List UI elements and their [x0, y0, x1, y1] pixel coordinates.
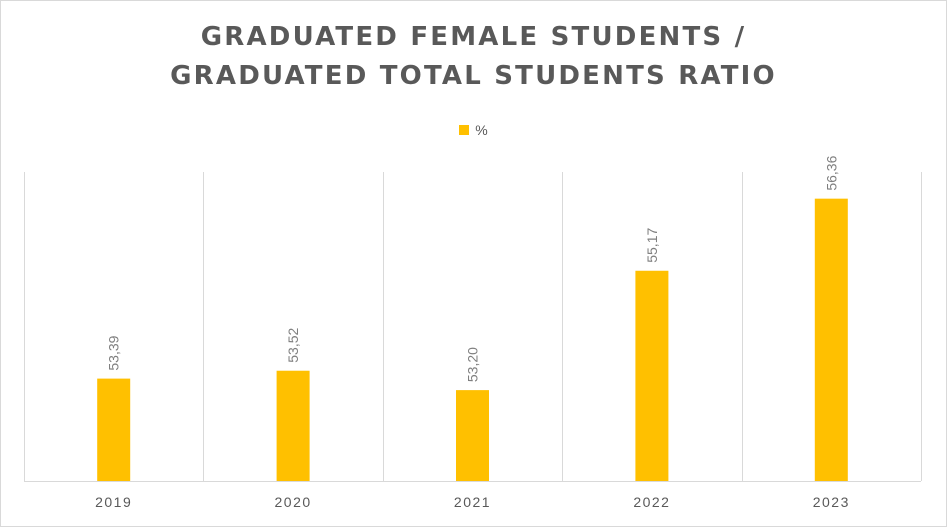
- x-tick-label: 2023: [813, 494, 850, 510]
- chart-title-line-1: GRADUATED FEMALE STUDENTS /: [200, 22, 747, 52]
- x-tick-label: 2019: [95, 494, 132, 510]
- x-tick-label: 2022: [633, 494, 670, 510]
- data-label: 53,52: [285, 327, 301, 362]
- chart-title-line-2: GRADUATED TOTAL STUDENTS RATIO: [170, 61, 777, 91]
- data-label: 53,20: [465, 347, 481, 382]
- data-label: 56,36: [823, 155, 839, 190]
- data-label: 55,17: [644, 228, 660, 263]
- bar: [814, 198, 848, 482]
- bar: [97, 378, 131, 481]
- data-label: 53,39: [106, 335, 122, 370]
- bar: [635, 270, 669, 481]
- chart-title: GRADUATED FEMALE STUDENTS / GRADUATED TO…: [0, 18, 947, 96]
- x-tick-label: 2021: [454, 494, 491, 510]
- bar: [276, 370, 310, 481]
- legend-swatch: [459, 125, 470, 135]
- legend: %: [0, 122, 947, 138]
- bar: [456, 390, 489, 481]
- x-tick-label: 2020: [275, 494, 312, 510]
- legend-label: %: [475, 122, 488, 138]
